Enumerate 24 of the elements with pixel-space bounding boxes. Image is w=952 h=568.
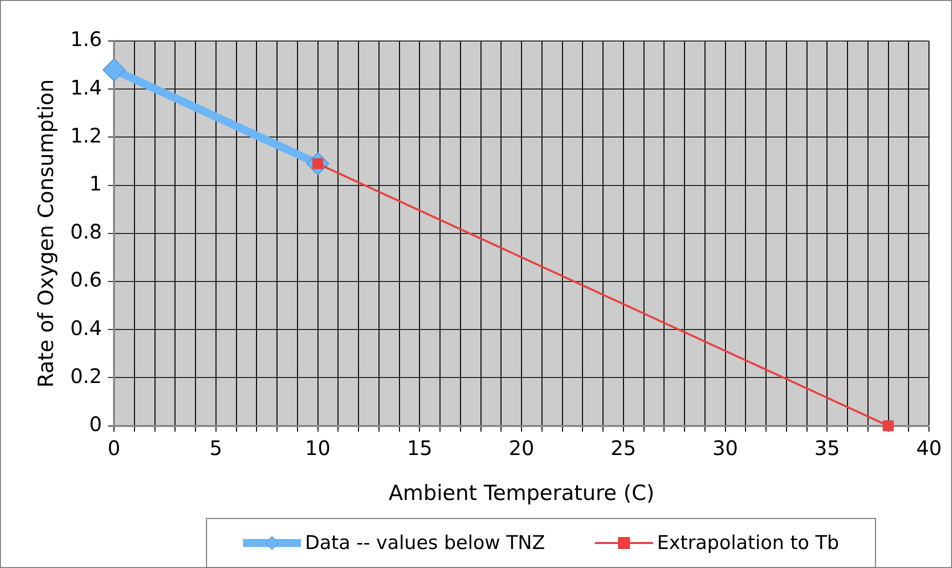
- x-tick-label: 35: [814, 436, 840, 460]
- y-tick-label: 1.4: [70, 75, 102, 100]
- point: [102, 58, 126, 82]
- x-axis-title: Ambient Temperature (C): [388, 480, 654, 505]
- y-tick-label: 0.2: [70, 364, 102, 388]
- y-tick-label: 1.2: [70, 123, 102, 148]
- legend-label: Extrapolation to Tb: [657, 532, 840, 554]
- x-tick-label: 10: [305, 436, 330, 460]
- y-axis-title: Rate of Oxygen Consumption: [34, 79, 58, 388]
- y-tick-label: 0.6: [70, 268, 102, 292]
- y-tick-label: 0: [89, 412, 102, 436]
- y-tick-label: 0.4: [70, 316, 102, 340]
- x-tick-label: 20: [508, 436, 534, 460]
- x-tick-label: 30: [712, 436, 738, 460]
- x-tick-label: 15: [406, 436, 432, 460]
- point: [882, 420, 894, 432]
- y-tick-label: 0.8: [70, 220, 102, 244]
- x-tick-label: 40: [916, 436, 942, 460]
- x-tick-label: 0: [108, 436, 120, 460]
- legend-label: Data -- values below TNZ: [304, 532, 546, 554]
- x-tick-label: 5: [210, 436, 222, 460]
- x-tick-label: 25: [610, 436, 636, 460]
- y-tick-label: 1: [89, 172, 102, 196]
- y-tick-label: 1.6: [70, 27, 102, 52]
